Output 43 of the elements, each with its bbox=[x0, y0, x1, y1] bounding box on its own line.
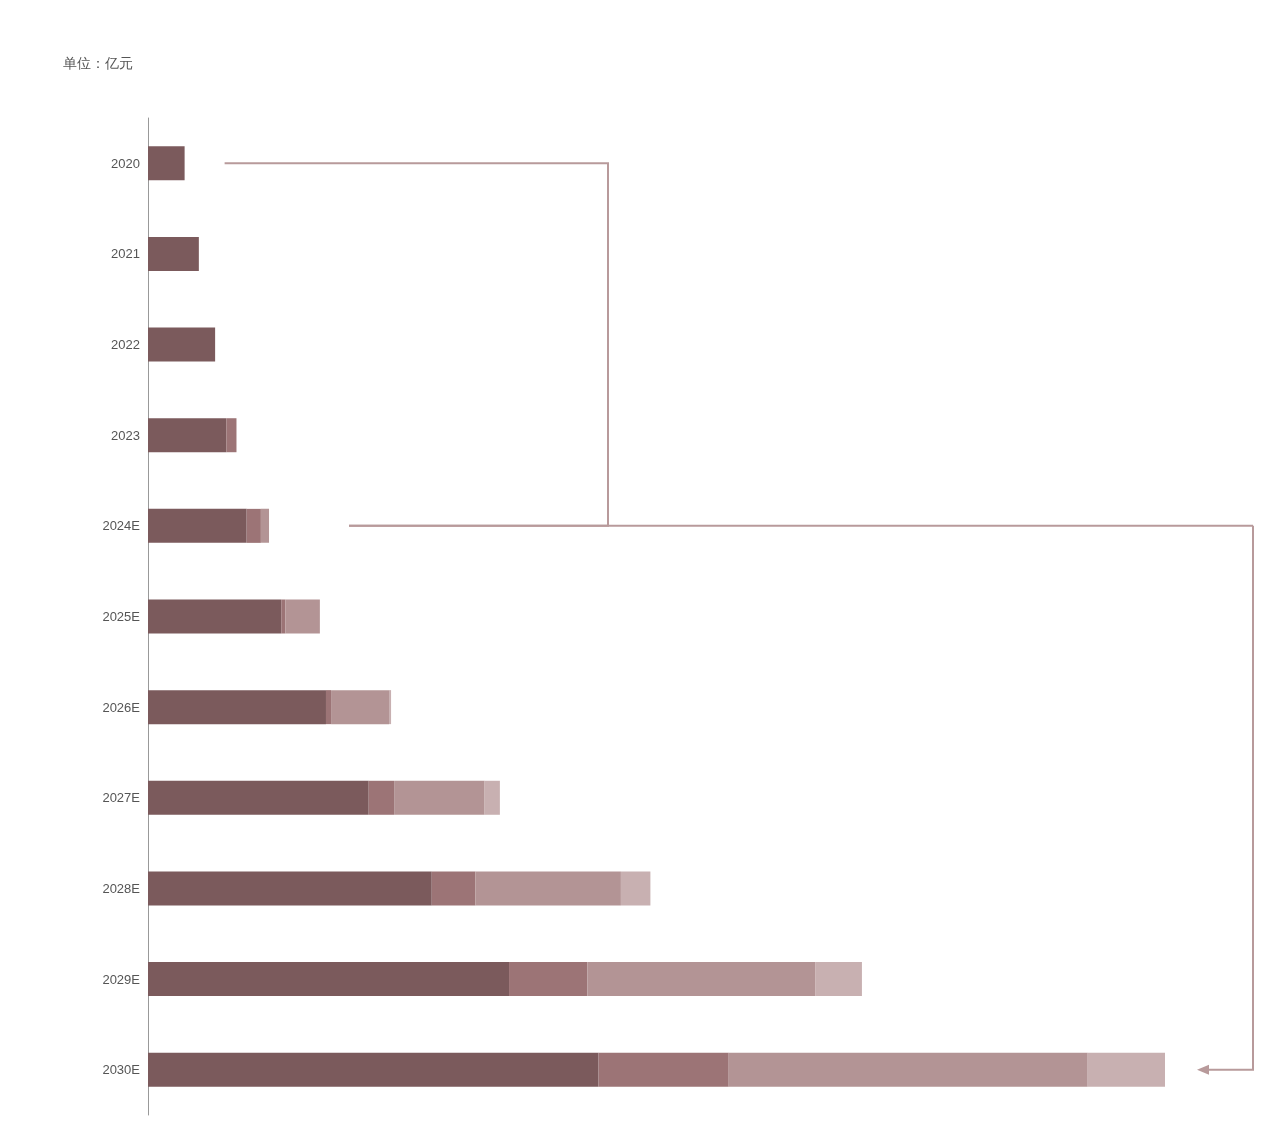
y-tick-label: 2023 bbox=[111, 427, 140, 443]
bar bbox=[148, 146, 185, 181]
bar bbox=[148, 1052, 599, 1087]
bar bbox=[1087, 1052, 1165, 1087]
y-tick-label: 2025E bbox=[102, 609, 141, 624]
bar bbox=[148, 871, 432, 906]
bar bbox=[431, 871, 476, 906]
bar bbox=[620, 871, 651, 906]
bar bbox=[728, 1052, 1088, 1087]
bar bbox=[285, 599, 320, 634]
bar bbox=[815, 962, 862, 997]
bar bbox=[148, 327, 216, 362]
bar bbox=[148, 418, 227, 453]
bar bbox=[394, 780, 485, 815]
bar bbox=[368, 780, 395, 815]
bar bbox=[325, 690, 332, 725]
bar bbox=[281, 599, 286, 634]
text: 单位：亿元 bbox=[63, 55, 133, 71]
bar bbox=[148, 780, 369, 815]
bar bbox=[587, 962, 816, 997]
y-tick-label: 2020 bbox=[111, 155, 140, 171]
bar bbox=[148, 962, 510, 997]
y-tick-label: 2021 bbox=[111, 246, 140, 262]
y-tick-label: 2028E bbox=[102, 880, 141, 896]
y-tick-label: 2022 bbox=[111, 337, 140, 353]
y-tick-label: 2029E bbox=[102, 971, 141, 987]
bar bbox=[226, 418, 237, 453]
bar bbox=[509, 962, 588, 997]
bar bbox=[484, 780, 500, 815]
bar bbox=[475, 871, 621, 906]
bar bbox=[260, 508, 270, 543]
bar bbox=[148, 508, 247, 543]
y-tick-label: 2026E bbox=[102, 699, 141, 715]
bar bbox=[148, 236, 199, 271]
bar bbox=[148, 690, 326, 725]
bar bbox=[246, 508, 261, 543]
bar bbox=[389, 690, 392, 725]
bar bbox=[331, 690, 390, 725]
y-tick-label: 2024E bbox=[102, 518, 141, 534]
y-tick-label: 2027E bbox=[102, 790, 141, 806]
bar bbox=[148, 599, 282, 634]
bar bbox=[598, 1052, 729, 1087]
y-tick-label: 2030E bbox=[102, 1062, 141, 1078]
